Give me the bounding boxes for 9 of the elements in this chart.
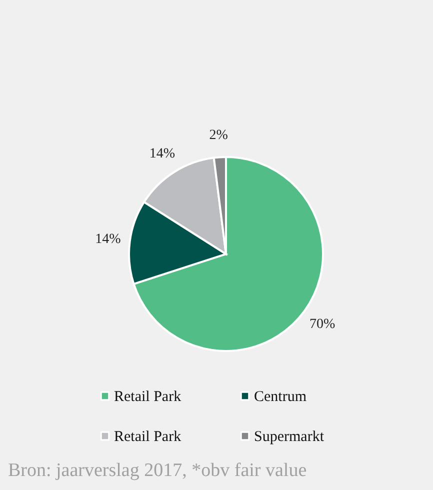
legend-label: Centrum bbox=[254, 389, 307, 405]
data-label: 2% bbox=[209, 128, 228, 144]
data-label: 14% bbox=[95, 232, 122, 248]
legend-label: Retail Park bbox=[114, 429, 182, 445]
text: Bron: jaarverslag 2017, *obv fair value bbox=[8, 460, 307, 481]
legend-label: Retail Park bbox=[114, 389, 182, 405]
legend-label: Supermarkt bbox=[254, 429, 325, 445]
data-label: 14% bbox=[149, 146, 176, 162]
data-label: 70% bbox=[309, 316, 336, 332]
